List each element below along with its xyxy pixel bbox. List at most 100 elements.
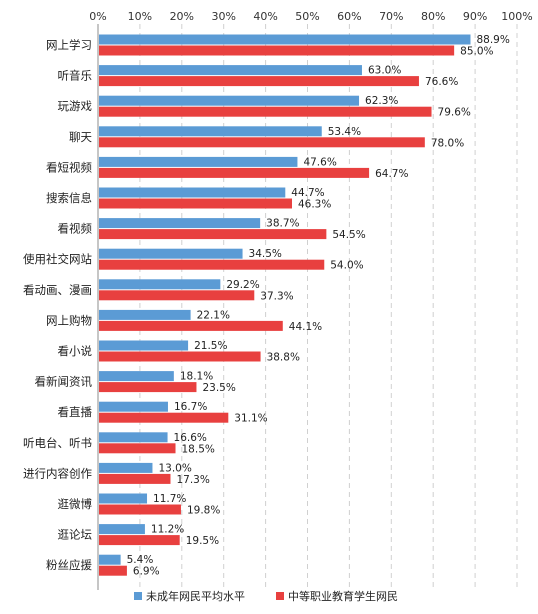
data-label-series-2: 85.0% (460, 46, 493, 58)
bars (99, 34, 471, 576)
data-label-series-1: 88.9% (476, 34, 509, 46)
bar-series-2 (99, 259, 325, 270)
category-labels: 网上学习听音乐玩游戏聊天看短视频搜索信息看视频使用社交网站看动画、漫画网上购物看… (23, 38, 92, 572)
data-label-series-1: 16.6% (174, 432, 207, 444)
bar-series-1 (99, 554, 121, 565)
data-label-series-2: 79.6% (438, 107, 471, 119)
data-label-series-2: 64.7% (375, 168, 408, 180)
bar-series-2 (99, 290, 255, 301)
bar-series-2 (99, 76, 419, 87)
bar-series-1 (99, 126, 322, 137)
data-label-series-2: 19.5% (186, 535, 219, 547)
category-label: 看直播 (58, 405, 93, 419)
grid-lines (97, 24, 518, 590)
data-label-series-1: 62.3% (365, 95, 398, 107)
bar-series-2 (99, 473, 171, 484)
bar-series-1 (99, 279, 221, 290)
data-label-series-1: 44.7% (291, 187, 324, 199)
data-label-series-2: 54.5% (332, 229, 365, 241)
bar-series-1 (99, 65, 362, 76)
data-label-series-1: 11.7% (153, 493, 186, 505)
bar-series-2 (99, 229, 327, 240)
legend-label-series-2: 中等职业教育学生网民 (288, 589, 398, 603)
x-tick-label: 50% (295, 10, 319, 23)
category-label: 看短视频 (46, 160, 92, 174)
bar-series-2 (99, 198, 292, 209)
bar-series-2 (99, 137, 425, 148)
bar-series-2 (99, 412, 229, 423)
category-label: 逛论坛 (58, 528, 93, 542)
data-label-series-1: 11.2% (151, 524, 184, 536)
data-label-series-2: 54.0% (330, 260, 363, 272)
data-label-series-1: 21.5% (194, 340, 227, 352)
x-tick-label: 10% (128, 10, 152, 23)
bar-series-1 (99, 95, 360, 106)
category-label: 粉丝应援 (46, 558, 92, 572)
category-label: 网上学习 (46, 38, 92, 52)
bar-series-1 (99, 187, 286, 198)
bar-series-1 (99, 248, 243, 259)
bar-series-1 (99, 462, 153, 473)
category-label: 使用社交网站 (23, 252, 92, 266)
legend-label-series-1: 未成年网民平均水平 (146, 589, 245, 603)
x-tick-label: 30% (211, 10, 235, 23)
data-label-series-1: 13.0% (158, 462, 191, 474)
x-tick-label: 100% (501, 10, 532, 23)
category-label: 进行内容创作 (23, 466, 92, 480)
data-label-series-2: 37.3% (260, 290, 293, 302)
x-tick-label: 60% (337, 10, 361, 23)
category-label: 逛微博 (58, 497, 93, 511)
bar-series-1 (99, 432, 168, 443)
data-label-series-2: 6.9% (133, 566, 160, 578)
x-tick-label: 70% (379, 10, 403, 23)
bar-series-2 (99, 45, 455, 56)
category-label: 玩游戏 (58, 99, 93, 113)
bar-series-2 (99, 382, 197, 393)
category-label: 听音乐 (58, 69, 93, 83)
legend: 未成年网民平均水平 中等职业教育学生网民 (134, 589, 398, 603)
x-tick-label: 90% (463, 10, 487, 23)
data-label-series-1: 22.1% (197, 309, 230, 321)
bar-series-2 (99, 351, 261, 362)
data-label-series-2: 31.1% (234, 413, 267, 425)
data-label-series-1: 16.7% (174, 401, 207, 413)
bar-series-2 (99, 535, 180, 546)
data-labels: 88.9%85.0% 63.0% 76.6% 62.3% 79.6% 53.4% 78.0%… (127, 34, 510, 578)
x-tick-label: 20% (170, 10, 194, 23)
bar-series-1 (99, 371, 174, 382)
category-label: 聊天 (69, 130, 92, 144)
x-tick-label: 40% (253, 10, 277, 23)
x-tick-label: 0% (89, 10, 106, 23)
data-label-series-2: 78.0% (431, 137, 464, 149)
category-label: 搜索信息 (46, 191, 92, 205)
data-label-series-1: 63.0% (368, 65, 401, 77)
bar-series-2 (99, 443, 176, 454)
bar-series-2 (99, 504, 181, 515)
bar-series-2 (99, 565, 127, 576)
x-tick-label: 80% (421, 10, 445, 23)
data-label-series-1: 38.7% (266, 218, 299, 230)
category-label: 网上购物 (46, 313, 92, 327)
bar-series-1 (99, 340, 189, 351)
data-label-series-2: 17.3% (176, 474, 209, 486)
data-label-series-1: 34.5% (249, 248, 282, 260)
category-label: 看小说 (58, 344, 93, 358)
x-axis-tick-labels: 0% 10% 20% 30% 40% 50% 60% 70% 80% 90% 100% (89, 10, 532, 23)
data-label-series-1: 5.4% (127, 554, 154, 566)
legend-swatch-series-1 (134, 592, 142, 600)
bar-series-1 (99, 218, 261, 229)
data-label-series-1: 53.4% (328, 126, 361, 138)
data-label-series-2: 19.8% (187, 505, 220, 517)
data-label-series-2: 23.5% (202, 382, 235, 394)
data-label-series-1: 18.1% (180, 371, 213, 383)
data-label-series-2: 44.1% (289, 321, 322, 333)
bar-series-1 (99, 401, 168, 412)
category-label: 看新闻资讯 (35, 375, 93, 389)
category-label: 看视频 (58, 222, 93, 236)
bar-series-1 (99, 309, 191, 320)
bar-series-2 (99, 106, 432, 117)
bar-series-1 (99, 524, 145, 535)
bar-series-2 (99, 320, 283, 331)
